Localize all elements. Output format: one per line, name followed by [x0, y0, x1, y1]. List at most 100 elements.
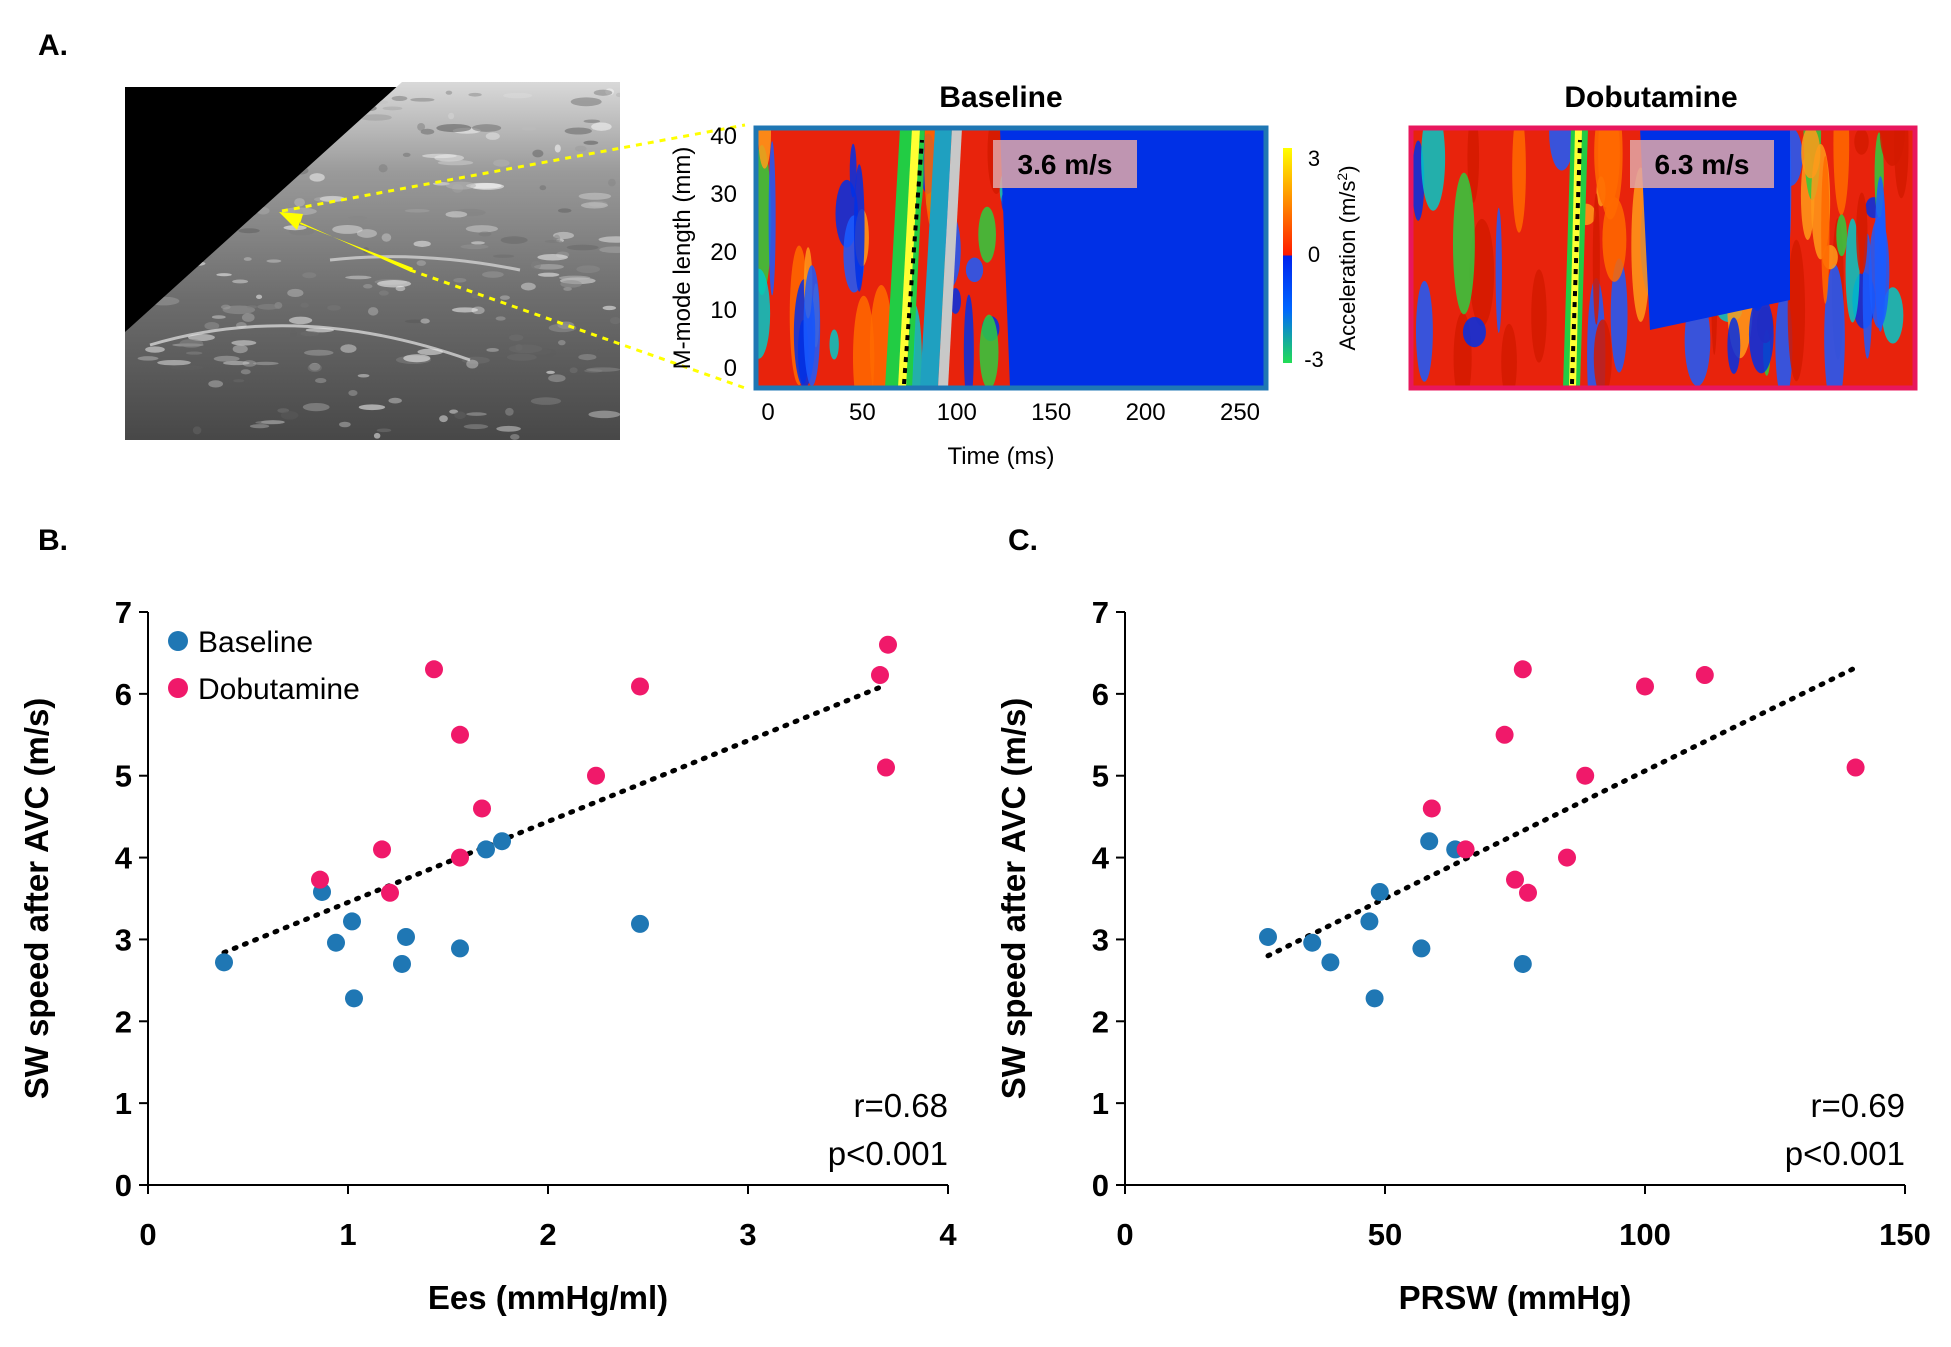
mmode-xtick: 200 — [1126, 399, 1166, 426]
x-tick-label: 3 — [739, 1217, 756, 1252]
dobutamine-point — [425, 660, 443, 679]
mmode-ytick: 0 — [724, 355, 737, 382]
mmode-xticks: 0 50 100 150 200 250 — [761, 399, 1260, 426]
y-tick-label: 2 — [1092, 1004, 1109, 1039]
mmode-ytick: 10 — [710, 297, 737, 324]
correlation-p: p<0.001 — [828, 1135, 948, 1172]
legend-label: Baseline — [198, 626, 313, 659]
y-tick-label: 3 — [115, 922, 132, 957]
y-tick-label: 4 — [115, 841, 133, 876]
mmode-ylabel: M-mode length (mm) — [669, 147, 696, 370]
mmode-ytick: 20 — [710, 239, 737, 266]
colorbar-tick-top: 3 — [1308, 146, 1320, 171]
baseline-point — [343, 912, 361, 931]
y-tick-label: 6 — [115, 677, 132, 712]
correlation-p: p<0.001 — [1785, 1135, 1905, 1172]
y-tick-label: 2 — [115, 1004, 132, 1039]
baseline-point — [1259, 927, 1277, 946]
baseline-point — [327, 933, 345, 952]
y-tick-label: 1 — [1092, 1086, 1109, 1121]
panel-letter-c: C. — [1008, 524, 1038, 557]
dobutamine-point — [1456, 840, 1475, 859]
colorbar-tick-bottom: -3 — [1304, 347, 1324, 372]
dobutamine-point — [473, 799, 491, 818]
baseline-point — [1420, 832, 1439, 851]
baseline-point — [493, 832, 511, 851]
dobutamine-point — [1558, 848, 1576, 867]
panel-letter-a: A. — [38, 29, 68, 62]
dobutamine-point — [1519, 883, 1537, 902]
legend-marker — [168, 631, 188, 651]
dobutamine-point — [1846, 758, 1865, 777]
x-tick-label: 50 — [1368, 1217, 1402, 1252]
x-tick-label: 0 — [1116, 1217, 1133, 1252]
y-tick-label: 6 — [1092, 677, 1109, 712]
y-tick-label: 0 — [1092, 1168, 1109, 1203]
mmode-baseline-speed-box — [993, 140, 1137, 188]
mmode-xtick: 250 — [1220, 399, 1260, 426]
dobutamine-point — [1513, 660, 1532, 679]
dobutamine-point — [879, 635, 897, 654]
x-tick-label: 4 — [939, 1217, 957, 1252]
x-axis-label: Ees (mmHg/ml) — [428, 1279, 668, 1316]
baseline-point — [1321, 953, 1340, 972]
mmode-xlabel: Time (ms) — [947, 443, 1054, 470]
legend-marker — [168, 678, 188, 698]
baseline-point — [1365, 989, 1384, 1008]
y-tick-label: 7 — [1092, 595, 1109, 630]
colorbar — [1283, 148, 1292, 363]
y-tick-label: 5 — [1092, 759, 1109, 794]
mmode-xtick: 50 — [849, 399, 876, 426]
mmode-baseline-speed-line — [902, 139, 924, 385]
dobutamine-point — [381, 883, 399, 902]
trendline — [1265, 665, 1859, 959]
colorbar-label: Acceleration (m/s2) — [1334, 165, 1360, 350]
dobutamine-point — [311, 870, 329, 889]
baseline-point — [1370, 882, 1389, 901]
mmode-yticks: 0 10 20 30 40 — [710, 123, 737, 382]
mmode-dobutamine-map — [1411, 128, 1915, 388]
correlation-r: r=0.69 — [1811, 1087, 1906, 1124]
y-tick-label: 4 — [1092, 841, 1110, 876]
mmode-baseline-title: Baseline — [939, 81, 1062, 114]
trendline — [221, 684, 883, 956]
mmode-ytick: 30 — [710, 181, 737, 208]
x-tick-label: 100 — [1619, 1217, 1671, 1252]
dobutamine-point — [373, 840, 391, 859]
mmode-dobutamine-title: Dobutamine — [1564, 81, 1737, 114]
y-axis-label: SW speed after AVC (m/s) — [995, 698, 1032, 1100]
dobutamine-point — [1506, 870, 1524, 889]
legend-label: Dobutamine — [198, 673, 360, 706]
chart-prsw: 0 1 2 3 4 5 6 7 0 50 100 150 PRSW (mmHg) SW speed aft… — [995, 595, 1931, 1316]
y-tick-label: 3 — [1092, 922, 1109, 957]
baseline-point — [631, 914, 649, 933]
baseline-point — [1360, 912, 1379, 931]
baseline-point — [345, 989, 363, 1008]
dobutamine-point — [631, 677, 649, 696]
x-tick-label: 2 — [539, 1217, 556, 1252]
dobutamine-point — [1576, 766, 1595, 785]
dobutamine-point — [451, 725, 469, 744]
dobutamine-point — [871, 666, 889, 685]
baseline-point — [393, 954, 411, 973]
mmode-baseline-speed: 3.6 m/s — [1018, 149, 1113, 180]
mmode-dobutamine-speed-line — [1570, 139, 1582, 385]
probe-direction-arrow — [279, 212, 413, 272]
mmode-baseline-frame — [753, 125, 1269, 391]
y-tick-label: 0 — [115, 1168, 132, 1203]
baseline-point — [451, 939, 469, 958]
baseline-point — [397, 927, 415, 946]
chart-ees: 0 1 2 3 4 5 6 7 0 1 2 3 4 Ees (mmHg/ml) SW speed after… — [18, 595, 957, 1316]
mmode-dobutamine-speed: 6.3 m/s — [1655, 149, 1750, 180]
dobutamine-point — [1695, 666, 1714, 685]
mmode-dobutamine-frame — [1408, 125, 1918, 391]
baseline-point — [1303, 933, 1322, 952]
x-tick-label: 150 — [1879, 1217, 1931, 1252]
y-tick-label: 1 — [115, 1086, 132, 1121]
mmode-xtick: 100 — [937, 399, 977, 426]
colorbar-tick-mid: 0 — [1308, 242, 1320, 267]
mmode-dobutamine-speed-box — [1630, 140, 1774, 188]
y-axis-label: SW speed after AVC (m/s) — [18, 698, 55, 1100]
baseline-point — [1513, 954, 1532, 973]
